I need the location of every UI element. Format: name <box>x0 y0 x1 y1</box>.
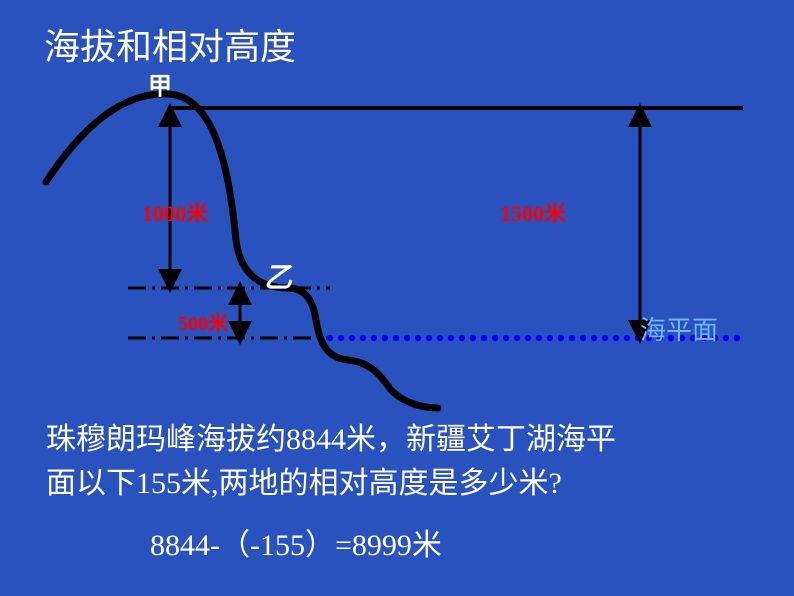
question-text: 珠穆朗玛峰海拔约8844米，新疆艾丁湖海平 面以下155米,两地的相对高度是多少… <box>46 418 756 505</box>
label-500: 500米 <box>178 307 228 336</box>
page-title: 海拔和相对高度 <box>44 18 296 70</box>
answer-text: 8844-（-155）=8999米 <box>150 520 442 564</box>
label-jia: 甲 <box>148 66 172 101</box>
question-line-2: 面以下155米,两地的相对高度是多少米? <box>46 467 562 500</box>
label-1000: 1000米 <box>142 196 208 228</box>
question-line-1: 珠穆朗玛峰海拔约8844米，新疆艾丁湖海平 <box>46 423 616 456</box>
label-yi: 乙 <box>264 256 292 296</box>
mountain-curve <box>46 94 438 408</box>
elevation-diagram <box>0 0 794 596</box>
label-1500: 1500米 <box>500 196 566 228</box>
label-sealevel: 海平面 <box>640 310 718 347</box>
